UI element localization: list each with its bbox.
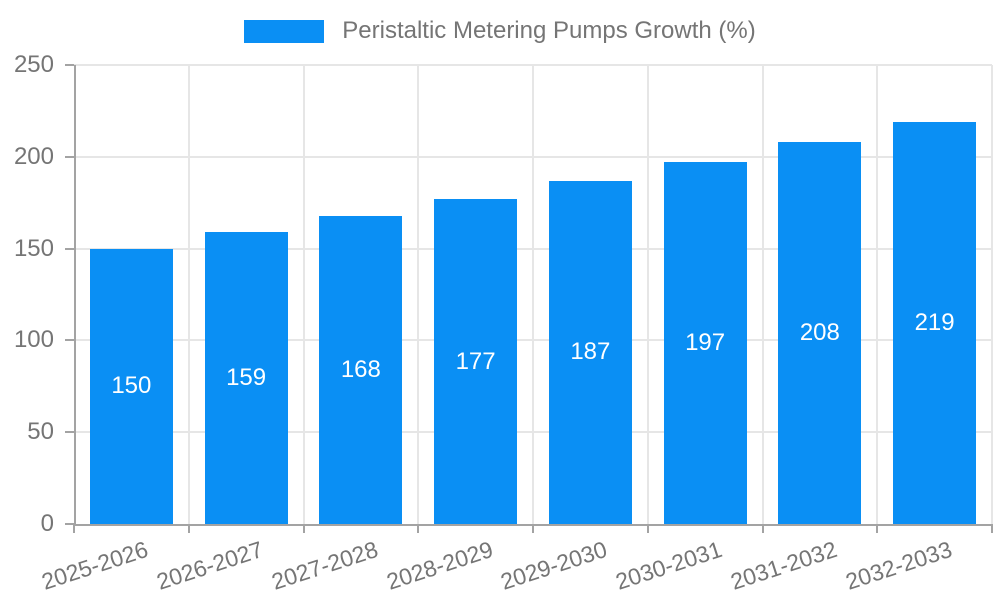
legend: Peristaltic Metering Pumps Growth (%)	[0, 17, 1000, 45]
bar-value-label: 159	[226, 364, 267, 392]
gridline-vertical	[532, 65, 534, 524]
y-axis-tick	[65, 431, 74, 434]
bar: 150	[89, 248, 173, 524]
x-axis-tick	[417, 524, 420, 533]
bar: 168	[319, 215, 403, 524]
y-axis-label: 0	[40, 510, 54, 537]
y-axis-line	[74, 65, 76, 526]
y-axis-tick	[65, 339, 74, 342]
y-axis-label: 200	[13, 142, 54, 170]
y-axis-label: 100	[13, 326, 54, 354]
legend-label: Peristaltic Metering Pumps Growth (%)	[342, 17, 756, 44]
y-axis-tick	[65, 247, 74, 250]
x-axis-tick	[646, 524, 649, 533]
y-axis-tick	[65, 155, 74, 158]
y-axis-tick	[65, 64, 74, 66]
legend-swatch	[244, 19, 325, 43]
x-axis-tick	[761, 524, 764, 533]
bar: 159	[204, 232, 288, 524]
bar: 219	[893, 121, 977, 524]
x-axis-label: 2028-2029	[383, 536, 496, 595]
bar: 187	[548, 180, 632, 524]
x-axis-label: 2032-2033	[842, 536, 955, 595]
bar: 177	[434, 199, 518, 524]
x-axis-label: 2026-2027	[153, 536, 267, 595]
plot-area: 0 50 100 150 200 250 150 2025-2026 159 2026-2027 1…	[14, 51, 993, 595]
gridline-vertical	[417, 65, 420, 524]
bar-value-label: 208	[799, 319, 840, 347]
x-axis-tick	[876, 524, 879, 533]
bar-value-label: 219	[914, 308, 955, 336]
x-axis-tick	[73, 524, 75, 533]
gridline-vertical	[187, 65, 190, 524]
x-axis-label: 2025-2026	[38, 536, 152, 595]
bar: 208	[778, 142, 862, 524]
x-axis-tick	[187, 524, 190, 533]
bar-value-label: 197	[685, 329, 726, 357]
x-axis-tick	[532, 524, 534, 533]
gridline-vertical	[761, 65, 764, 524]
x-axis-label: 2029-2030	[497, 536, 611, 595]
gridline-vertical	[876, 65, 879, 524]
x-axis-label: 2031-2032	[727, 536, 840, 595]
x-axis-tick	[302, 524, 305, 533]
bar: 197	[663, 162, 747, 524]
y-axis-tick	[65, 523, 74, 525]
y-axis-label: 50	[27, 418, 54, 446]
bar-value-label: 177	[455, 347, 496, 375]
y-axis-label: 150	[13, 234, 54, 262]
y-axis-label: 250	[13, 51, 54, 78]
x-axis-label: 2030-2031	[612, 536, 726, 595]
bar-value-label: 150	[111, 372, 152, 400]
bar-value-label: 168	[340, 355, 381, 383]
x-axis-label: 2027-2028	[268, 536, 381, 595]
x-axis-tick	[991, 524, 993, 533]
gridline-vertical	[991, 65, 993, 524]
gridline-vertical	[646, 65, 649, 524]
gridline-vertical	[302, 65, 305, 524]
bar-value-label: 187	[570, 338, 611, 366]
